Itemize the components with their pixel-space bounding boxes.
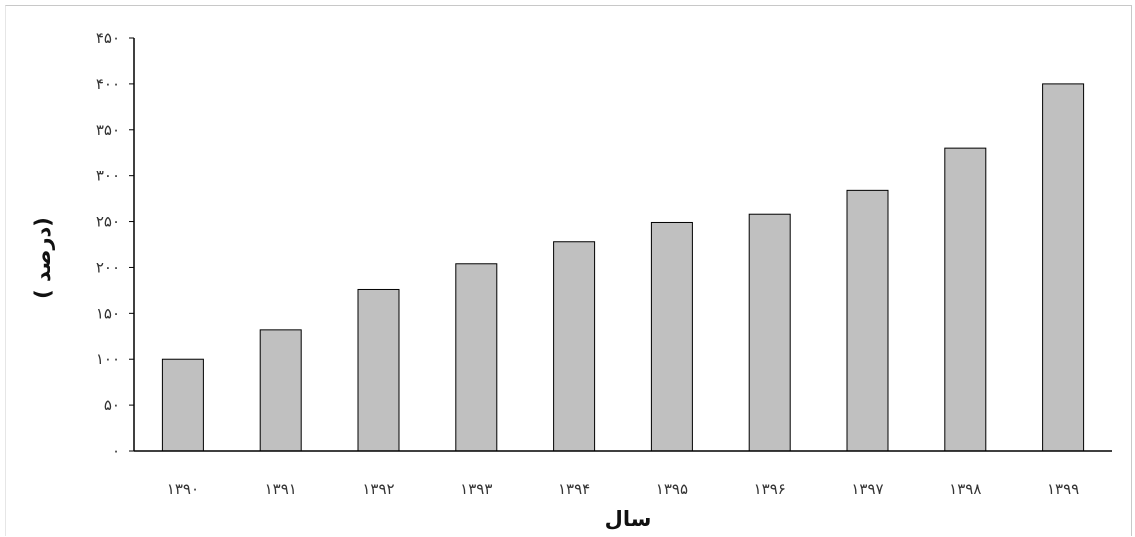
y-tick-label: ۰ [112, 442, 120, 460]
bar-1 [259, 329, 302, 452]
x-tick-label: ۱۳۹۸ [949, 480, 981, 498]
y-tick-labels: ۰ ۵۰ ۱۰۰ ۱۵۰ ۲۰۰ ۲۵۰ ۳۰۰ ۳۵۰ ۴۰۰ ۴۵۰ [96, 29, 134, 460]
x-tick-label: ۱۳۹۲ [362, 480, 394, 498]
x-tick-label: ۱۳۹۹ [1047, 480, 1079, 498]
x-tick-label: ۱۳۹۵ [656, 480, 688, 498]
y-tick-label: ۲۰۰ [96, 258, 120, 276]
y-tick-label: ۲۵۰ [96, 213, 120, 231]
bars-group [161, 83, 1085, 452]
x-tick-label: ۱۳۹۴ [558, 480, 590, 498]
x-tick-label: ۱۳۹۰ [167, 480, 199, 498]
bar-9 [1042, 83, 1085, 452]
bar-4 [553, 241, 596, 452]
x-tick-label: ۱۳۹۱ [265, 480, 297, 498]
bar-5 [650, 221, 693, 452]
x-tick-label: ۱۳۹۶ [754, 480, 786, 498]
y-tick-label: ۵۰ [104, 396, 120, 414]
y-axis-title: ( درصد) [31, 217, 55, 299]
y-tick-label: ۴۰۰ [96, 75, 120, 93]
x-tick-labels: ۱۳۹۰ ۱۳۹۱ ۱۳۹۲ ۱۳۹۳ ۱۳۹۴ ۱۳۹۵ ۱۳۹۶ ۱۳۹۷ ۱۳۹۸ ۱۳۹۹ [167, 480, 1079, 498]
y-tick-label: ۱۵۰ [96, 304, 120, 322]
bar-2 [357, 288, 400, 452]
y-tick-label: ۳۰۰ [96, 167, 120, 185]
x-axis-title: سال [605, 507, 652, 531]
bar-6 [748, 213, 791, 452]
y-tick-label: ۱۰۰ [96, 350, 120, 368]
bar-7 [846, 189, 889, 452]
bar-3 [455, 263, 498, 452]
x-tick-label: ۱۳۹۷ [851, 480, 883, 498]
bar-8 [944, 147, 987, 452]
bar-0 [161, 358, 204, 452]
x-tick-label: ۱۳۹۳ [460, 480, 492, 498]
y-tick-label: ۳۵۰ [96, 121, 120, 139]
y-tick-label: ۴۵۰ [96, 29, 120, 47]
